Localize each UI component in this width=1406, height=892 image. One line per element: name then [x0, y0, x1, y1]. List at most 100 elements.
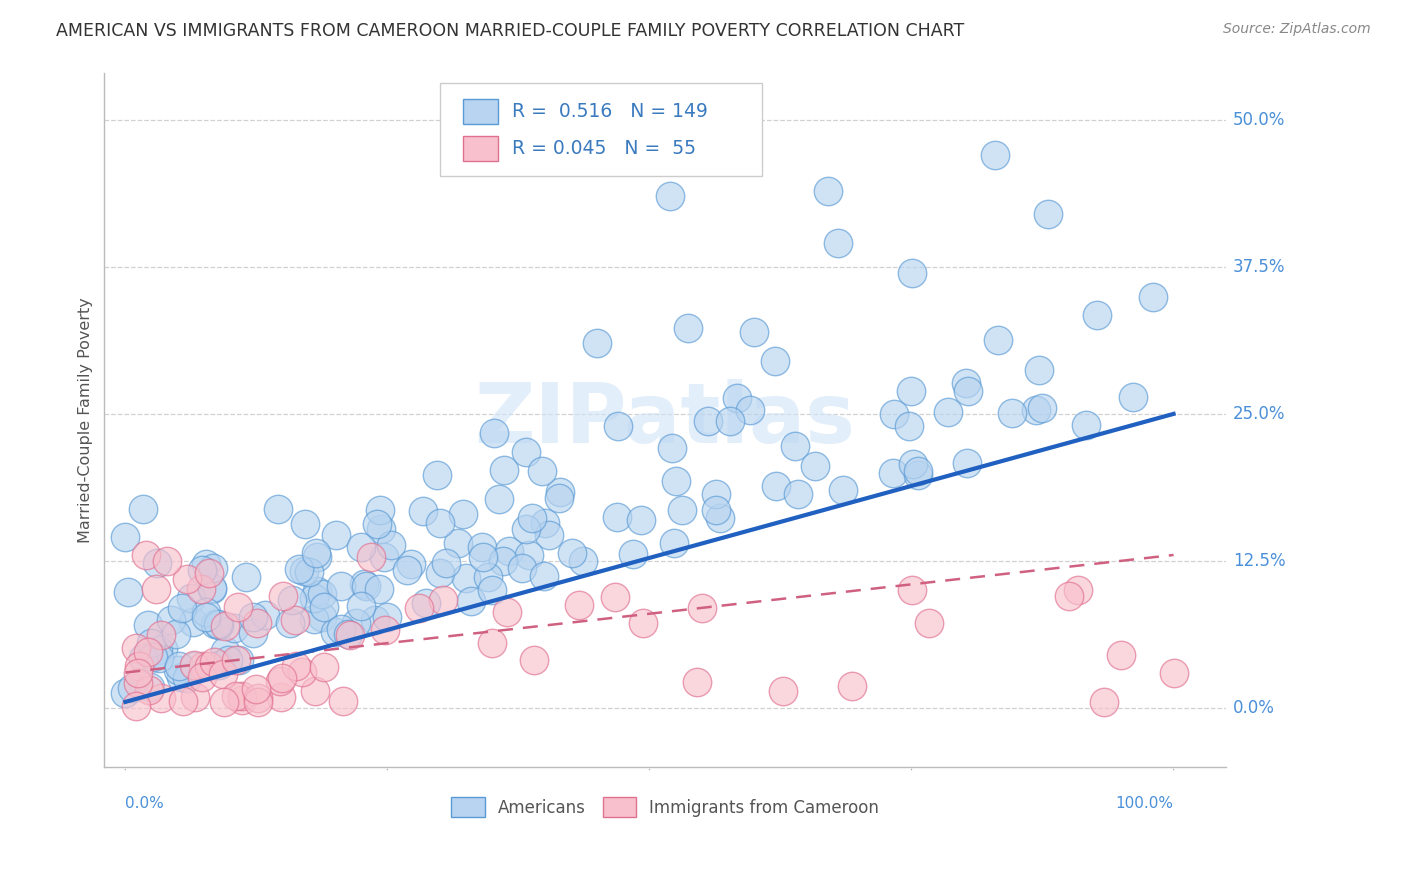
- Point: [432, 593, 454, 607]
- Point: [561, 546, 583, 560]
- Point: [246, 616, 269, 631]
- Point: [156, 554, 179, 568]
- Point: [686, 674, 709, 689]
- Text: Source: ZipAtlas.com: Source: ZipAtlas.com: [1223, 22, 1371, 37]
- Point: [198, 658, 221, 673]
- Point: [160, 613, 183, 627]
- Point: [498, 544, 520, 558]
- Point: [136, 645, 159, 659]
- Point: [955, 376, 977, 391]
- Point: [1001, 406, 1024, 420]
- Point: [987, 334, 1010, 348]
- Point: [235, 570, 257, 584]
- Point: [202, 560, 225, 574]
- Point: [900, 384, 922, 398]
- Point: [312, 600, 335, 615]
- Point: [217, 653, 239, 667]
- Point: [661, 442, 683, 456]
- Point: [269, 674, 291, 689]
- Point: [370, 522, 392, 536]
- Y-axis label: Married-Couple Family Poverty: Married-Couple Family Poverty: [79, 297, 93, 542]
- Point: [665, 474, 688, 488]
- Point: [152, 642, 174, 657]
- Text: 0.0%: 0.0%: [125, 796, 165, 811]
- Point: [128, 659, 150, 673]
- Point: [214, 644, 236, 658]
- Point: [900, 583, 922, 598]
- Point: [172, 694, 194, 708]
- Point: [510, 560, 533, 574]
- Point: [267, 501, 290, 516]
- Point: [738, 403, 761, 417]
- Point: [412, 504, 434, 518]
- Point: [323, 625, 346, 640]
- Point: [984, 148, 1007, 162]
- Point: [167, 659, 190, 673]
- Point: [125, 699, 148, 714]
- Point: [167, 663, 190, 677]
- Point: [725, 391, 748, 405]
- Point: [245, 681, 267, 696]
- Point: [1025, 402, 1047, 417]
- Point: [827, 236, 849, 251]
- Point: [114, 686, 136, 700]
- Point: [181, 615, 204, 629]
- Point: [336, 627, 359, 641]
- Point: [1067, 582, 1090, 597]
- Point: [204, 617, 226, 632]
- Point: [344, 615, 367, 630]
- Point: [882, 466, 904, 480]
- Point: [281, 592, 304, 607]
- Point: [373, 549, 395, 564]
- Point: [132, 651, 155, 665]
- Point: [332, 694, 354, 708]
- Point: [704, 486, 727, 500]
- Point: [208, 618, 231, 632]
- Text: ZIPatlas: ZIPatlas: [475, 379, 856, 460]
- Point: [451, 507, 474, 521]
- Point: [395, 563, 418, 577]
- Text: R = 0.045   N =  55: R = 0.045 N = 55: [512, 139, 696, 159]
- Point: [183, 658, 205, 673]
- Point: [284, 613, 307, 627]
- Point: [191, 670, 214, 684]
- Text: 37.5%: 37.5%: [1233, 258, 1285, 276]
- Point: [742, 325, 765, 339]
- Point: [429, 516, 451, 530]
- Point: [180, 591, 202, 606]
- Point: [231, 692, 253, 706]
- Text: R =  0.516   N = 149: R = 0.516 N = 149: [512, 102, 707, 121]
- Point: [125, 640, 148, 655]
- Point: [783, 439, 806, 453]
- Point: [772, 683, 794, 698]
- Point: [676, 321, 699, 335]
- Point: [148, 651, 170, 665]
- Point: [1142, 290, 1164, 304]
- Point: [621, 547, 644, 561]
- Point: [956, 384, 979, 398]
- Point: [494, 463, 516, 477]
- Point: [374, 623, 396, 637]
- Point: [325, 528, 347, 542]
- Legend: Americans, Immigrants from Cameroon: Americans, Immigrants from Cameroon: [444, 790, 886, 824]
- Text: 12.5%: 12.5%: [1233, 552, 1285, 570]
- Text: 50.0%: 50.0%: [1233, 111, 1285, 129]
- Point: [270, 671, 292, 685]
- Point: [368, 582, 391, 597]
- Point: [121, 681, 143, 696]
- Point: [375, 610, 398, 624]
- Point: [399, 557, 422, 571]
- Point: [307, 550, 329, 565]
- Point: [481, 582, 503, 597]
- Point: [1122, 390, 1144, 404]
- Point: [900, 266, 922, 280]
- Point: [225, 689, 247, 703]
- Point: [429, 566, 451, 580]
- Point: [194, 605, 217, 619]
- Point: [176, 671, 198, 685]
- Point: [212, 695, 235, 709]
- Point: [477, 570, 499, 584]
- Point: [918, 616, 941, 631]
- Point: [1163, 665, 1185, 680]
- Point: [305, 584, 328, 599]
